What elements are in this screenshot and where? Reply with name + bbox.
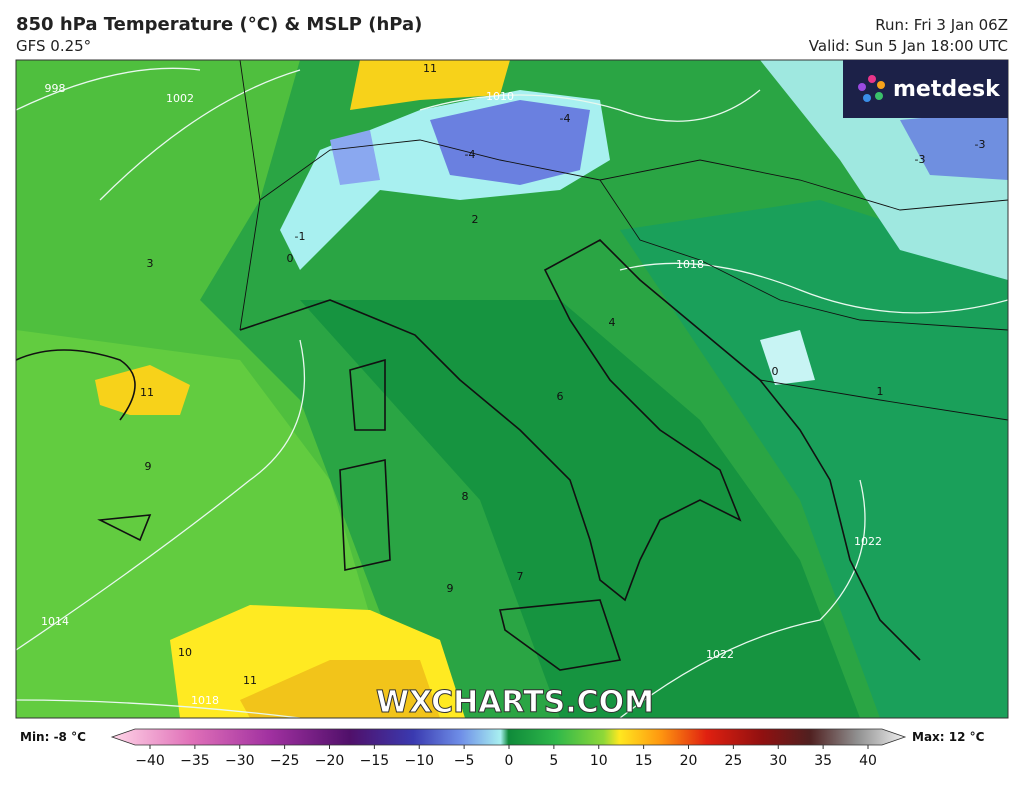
- temp-zone: [760, 330, 815, 385]
- contour-label: 1: [877, 385, 884, 398]
- legend-max: Max: 12 °C: [912, 730, 985, 744]
- contour-label: -3: [915, 153, 926, 166]
- isobars: [16, 67, 1008, 718]
- contour-label: 0: [772, 365, 779, 378]
- colorbar-tick-label: −20: [315, 753, 345, 769]
- contour-label: 11: [140, 386, 154, 399]
- contour-label: 1018: [676, 258, 704, 271]
- contour-label: 11: [243, 674, 257, 687]
- coastlines: [16, 239, 921, 671]
- colorbar-tick-label: 20: [680, 753, 698, 769]
- contour-label: 1010: [486, 90, 514, 103]
- model: GFS 0.25°: [16, 37, 91, 55]
- borders: [239, 60, 1008, 421]
- colorbar-tick-label: 15: [635, 753, 653, 769]
- warm-zone: [240, 660, 440, 718]
- map: [16, 60, 1008, 718]
- run-time: Run: Fri 3 Jan 06Z: [875, 16, 1008, 34]
- contour-label: 2: [472, 213, 479, 226]
- temp-zone: [620, 200, 1008, 718]
- colorbar-tick-label: 40: [859, 753, 877, 769]
- colorbar-tick-label: 25: [724, 753, 742, 769]
- colorbar-tick-label: −15: [360, 753, 390, 769]
- warm-zone: [350, 60, 510, 110]
- contour-label: 1022: [854, 535, 882, 548]
- valid-time: Valid: Sun 5 Jan 18:00 UTC: [809, 37, 1008, 55]
- contour-label: 0: [287, 252, 294, 265]
- contour-label: 1014: [41, 615, 69, 628]
- colorbar-tick-label: −5: [454, 753, 475, 769]
- warm-zone: [95, 365, 190, 415]
- colorbar-tick-label: 35: [814, 753, 832, 769]
- contour-label: 10: [178, 646, 192, 659]
- contour-label: 998: [45, 82, 66, 95]
- contour-label: 6: [557, 390, 564, 403]
- temp-zone: [330, 130, 380, 185]
- contour-label: -1: [295, 230, 306, 243]
- watermark: WXCHARTS.COM: [376, 685, 654, 720]
- contour-label: 1018: [191, 694, 219, 707]
- colorbar-tick-label: 30: [769, 753, 787, 769]
- colorbar-tick-label: 5: [549, 753, 558, 769]
- contour-label: 9: [145, 460, 152, 473]
- contour-label: 8: [462, 490, 469, 503]
- contour-label: 1002: [166, 92, 194, 105]
- title: 850 hPa Temperature (°C) & MSLP (hPa): [16, 14, 422, 35]
- contour-label: 4: [609, 316, 616, 329]
- colorbar-tick-label: −25: [270, 753, 300, 769]
- logo-icon: [858, 75, 885, 102]
- colorbar-tick-label: −10: [404, 753, 434, 769]
- colorbar-ticks: −40 −35 −30 −25 −20 −15 −10 −5 0 5 10 15 20 25 30 35 40: [135, 745, 877, 769]
- temp-zone: [430, 100, 590, 185]
- contour-label: 1022: [706, 648, 734, 661]
- contour-label: -4: [465, 148, 476, 161]
- colorbar-tick-label: −30: [225, 753, 255, 769]
- contour-label: -4: [560, 112, 571, 125]
- contour-label: 3: [147, 257, 154, 270]
- colorbar-tick-label: −40: [135, 753, 165, 769]
- contour-label: -3: [975, 138, 986, 151]
- contour-label: 7: [517, 570, 524, 583]
- colorbar-tick-label: −35: [180, 753, 210, 769]
- logo: metdesk: [843, 60, 1008, 118]
- colorbar-tick-label: 0: [505, 753, 514, 769]
- map-frame: [15, 59, 1009, 719]
- logo-box: [843, 60, 1008, 118]
- temp-zone: [900, 110, 1008, 180]
- colorbar: [110, 728, 907, 746]
- contour-label: 11: [423, 62, 437, 75]
- contour-label: 9: [447, 582, 454, 595]
- colorbar-tick-label: 10: [590, 753, 608, 769]
- legend-min: Min: -8 °C: [20, 730, 86, 744]
- logo-text: metdesk: [893, 77, 1001, 102]
